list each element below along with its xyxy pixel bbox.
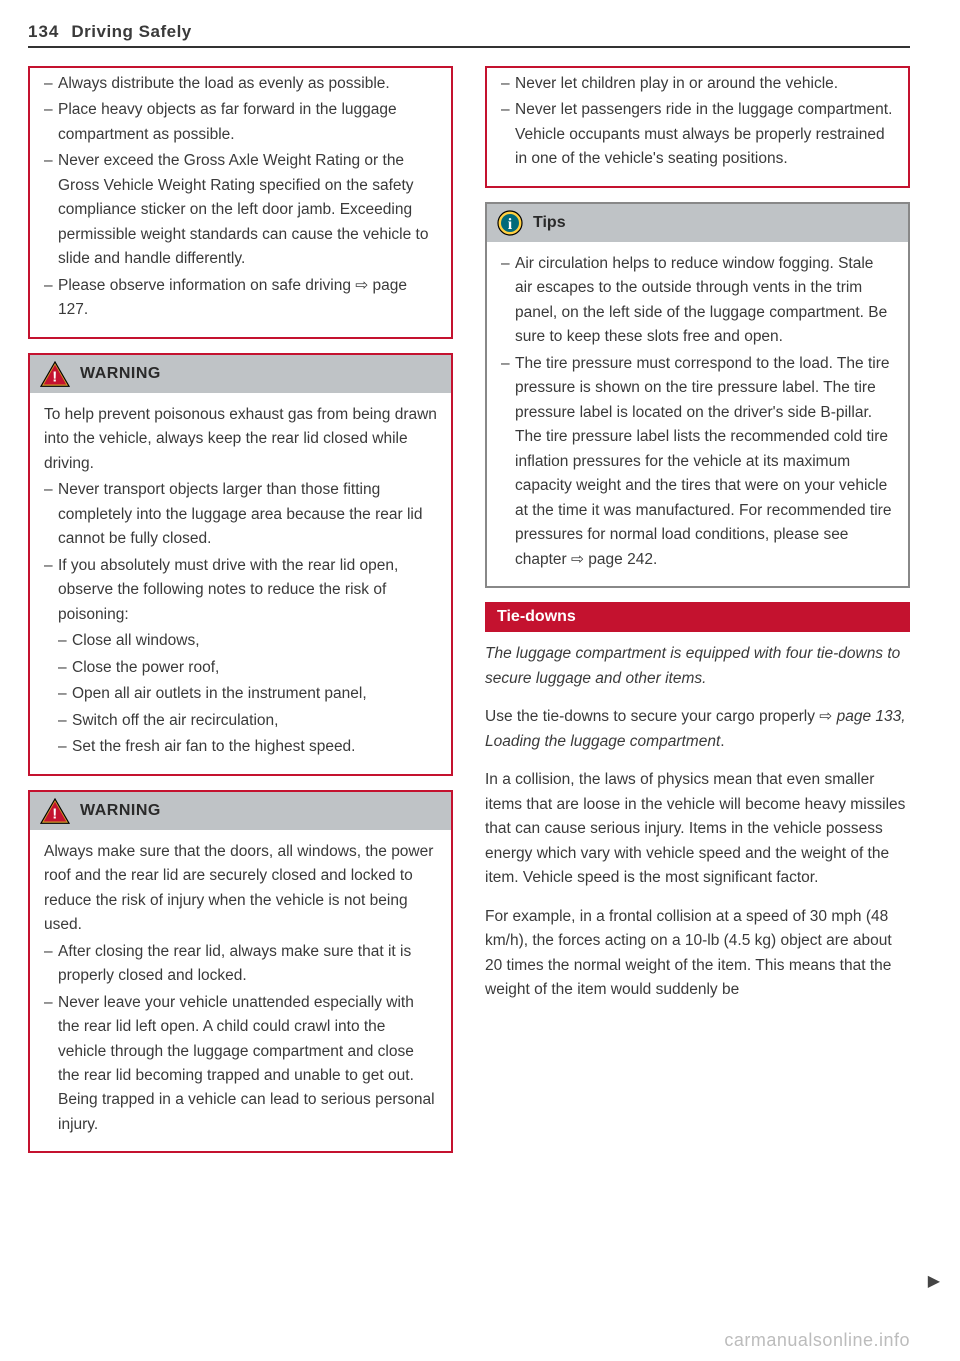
list: Never transport objects larger than thos… [44,478,437,759]
warning-label: WARNING [80,365,161,383]
warning-triangle-icon: ! [40,798,70,824]
svg-text:i: i [508,216,513,233]
list-item: Never leave your vehicle unattended espe… [44,991,437,1138]
list: After closing the rear lid, always make … [44,940,437,1138]
list-item: Never transport objects larger than thos… [44,478,437,551]
list: Never let children play in or around the… [501,72,894,172]
page-header: 134 Driving Safely [28,22,910,48]
list-item: Set the fresh air fan to the highest spe… [58,735,437,759]
list-item: Air circulation helps to reduce window f… [501,252,894,350]
body-paragraph: For example, in a frontal collision at a… [485,905,910,1003]
section-lede: The luggage compartment is equipped with… [485,642,910,691]
list-item: Please observe information on safe drivi… [44,274,437,323]
right-column: Never let children play in or around the… [485,66,910,1153]
list-item: Place heavy objects as far forward in th… [44,98,437,147]
nested-list: Close all windows, Close the power roof,… [58,629,437,759]
list-item: Switch off the air recirculation, [58,709,437,733]
list-item: After closing the rear lid, always make … [44,940,437,989]
warning-triangle-icon: ! [40,361,70,387]
page-number: 134 [28,22,59,42]
continued-indicator-icon: ▶ [928,1271,940,1291]
list-item: Close the power roof, [58,656,437,680]
svg-text:!: ! [52,805,57,822]
warning-label: WARNING [80,802,161,820]
tips-title-bar: i Tips [487,204,908,242]
svg-text:!: ! [52,368,57,385]
list-item: Never let children play in or around the… [501,72,894,96]
watermark-text: carmanualsonline.info [724,1330,910,1351]
content-columns: Always distribute the load as evenly as … [28,66,910,1153]
list-item: Open all air outlets in the instrument p… [58,682,437,706]
body-paragraph: In a collision, the laws of physics mean… [485,768,910,890]
callout-box-continued-right: Never let children play in or around the… [485,66,910,188]
warning-box-1: ! WARNING To help prevent poisonous exha… [28,353,453,776]
list: Air circulation helps to reduce window f… [501,252,894,572]
section-heading-bar: Tie-downs [485,602,910,632]
list-item: Always distribute the load as evenly as … [44,72,437,96]
tips-box: i Tips Air circulation helps to reduce w… [485,202,910,588]
left-column: Always distribute the load as evenly as … [28,66,453,1153]
list-item: The tire pressure must correspond to the… [501,352,894,572]
chapter-title: Driving Safely [71,22,191,42]
callout-box-continued: Always distribute the load as evenly as … [28,66,453,339]
warning-title-bar: ! WARNING [30,355,451,393]
warning-box-2: ! WARNING Always make sure that the door… [28,790,453,1154]
list: Always distribute the load as evenly as … [44,72,437,323]
list-item: Close all windows, [58,629,437,653]
tips-label: Tips [533,214,566,232]
body-paragraph: Use the tie-downs to secure your cargo p… [485,705,910,754]
list-item: Never exceed the Gross Axle Weight Ratin… [44,149,437,271]
warning-intro-text: To help prevent poisonous exhaust gas fr… [44,403,437,476]
list-item: Never let passengers ride in the luggage… [501,98,894,171]
info-icon: i [497,210,523,236]
warning-intro-text: Always make sure that the doors, all win… [44,840,437,938]
list-item: If you absolutely must drive with the re… [44,554,437,760]
warning-title-bar: ! WARNING [30,792,451,830]
